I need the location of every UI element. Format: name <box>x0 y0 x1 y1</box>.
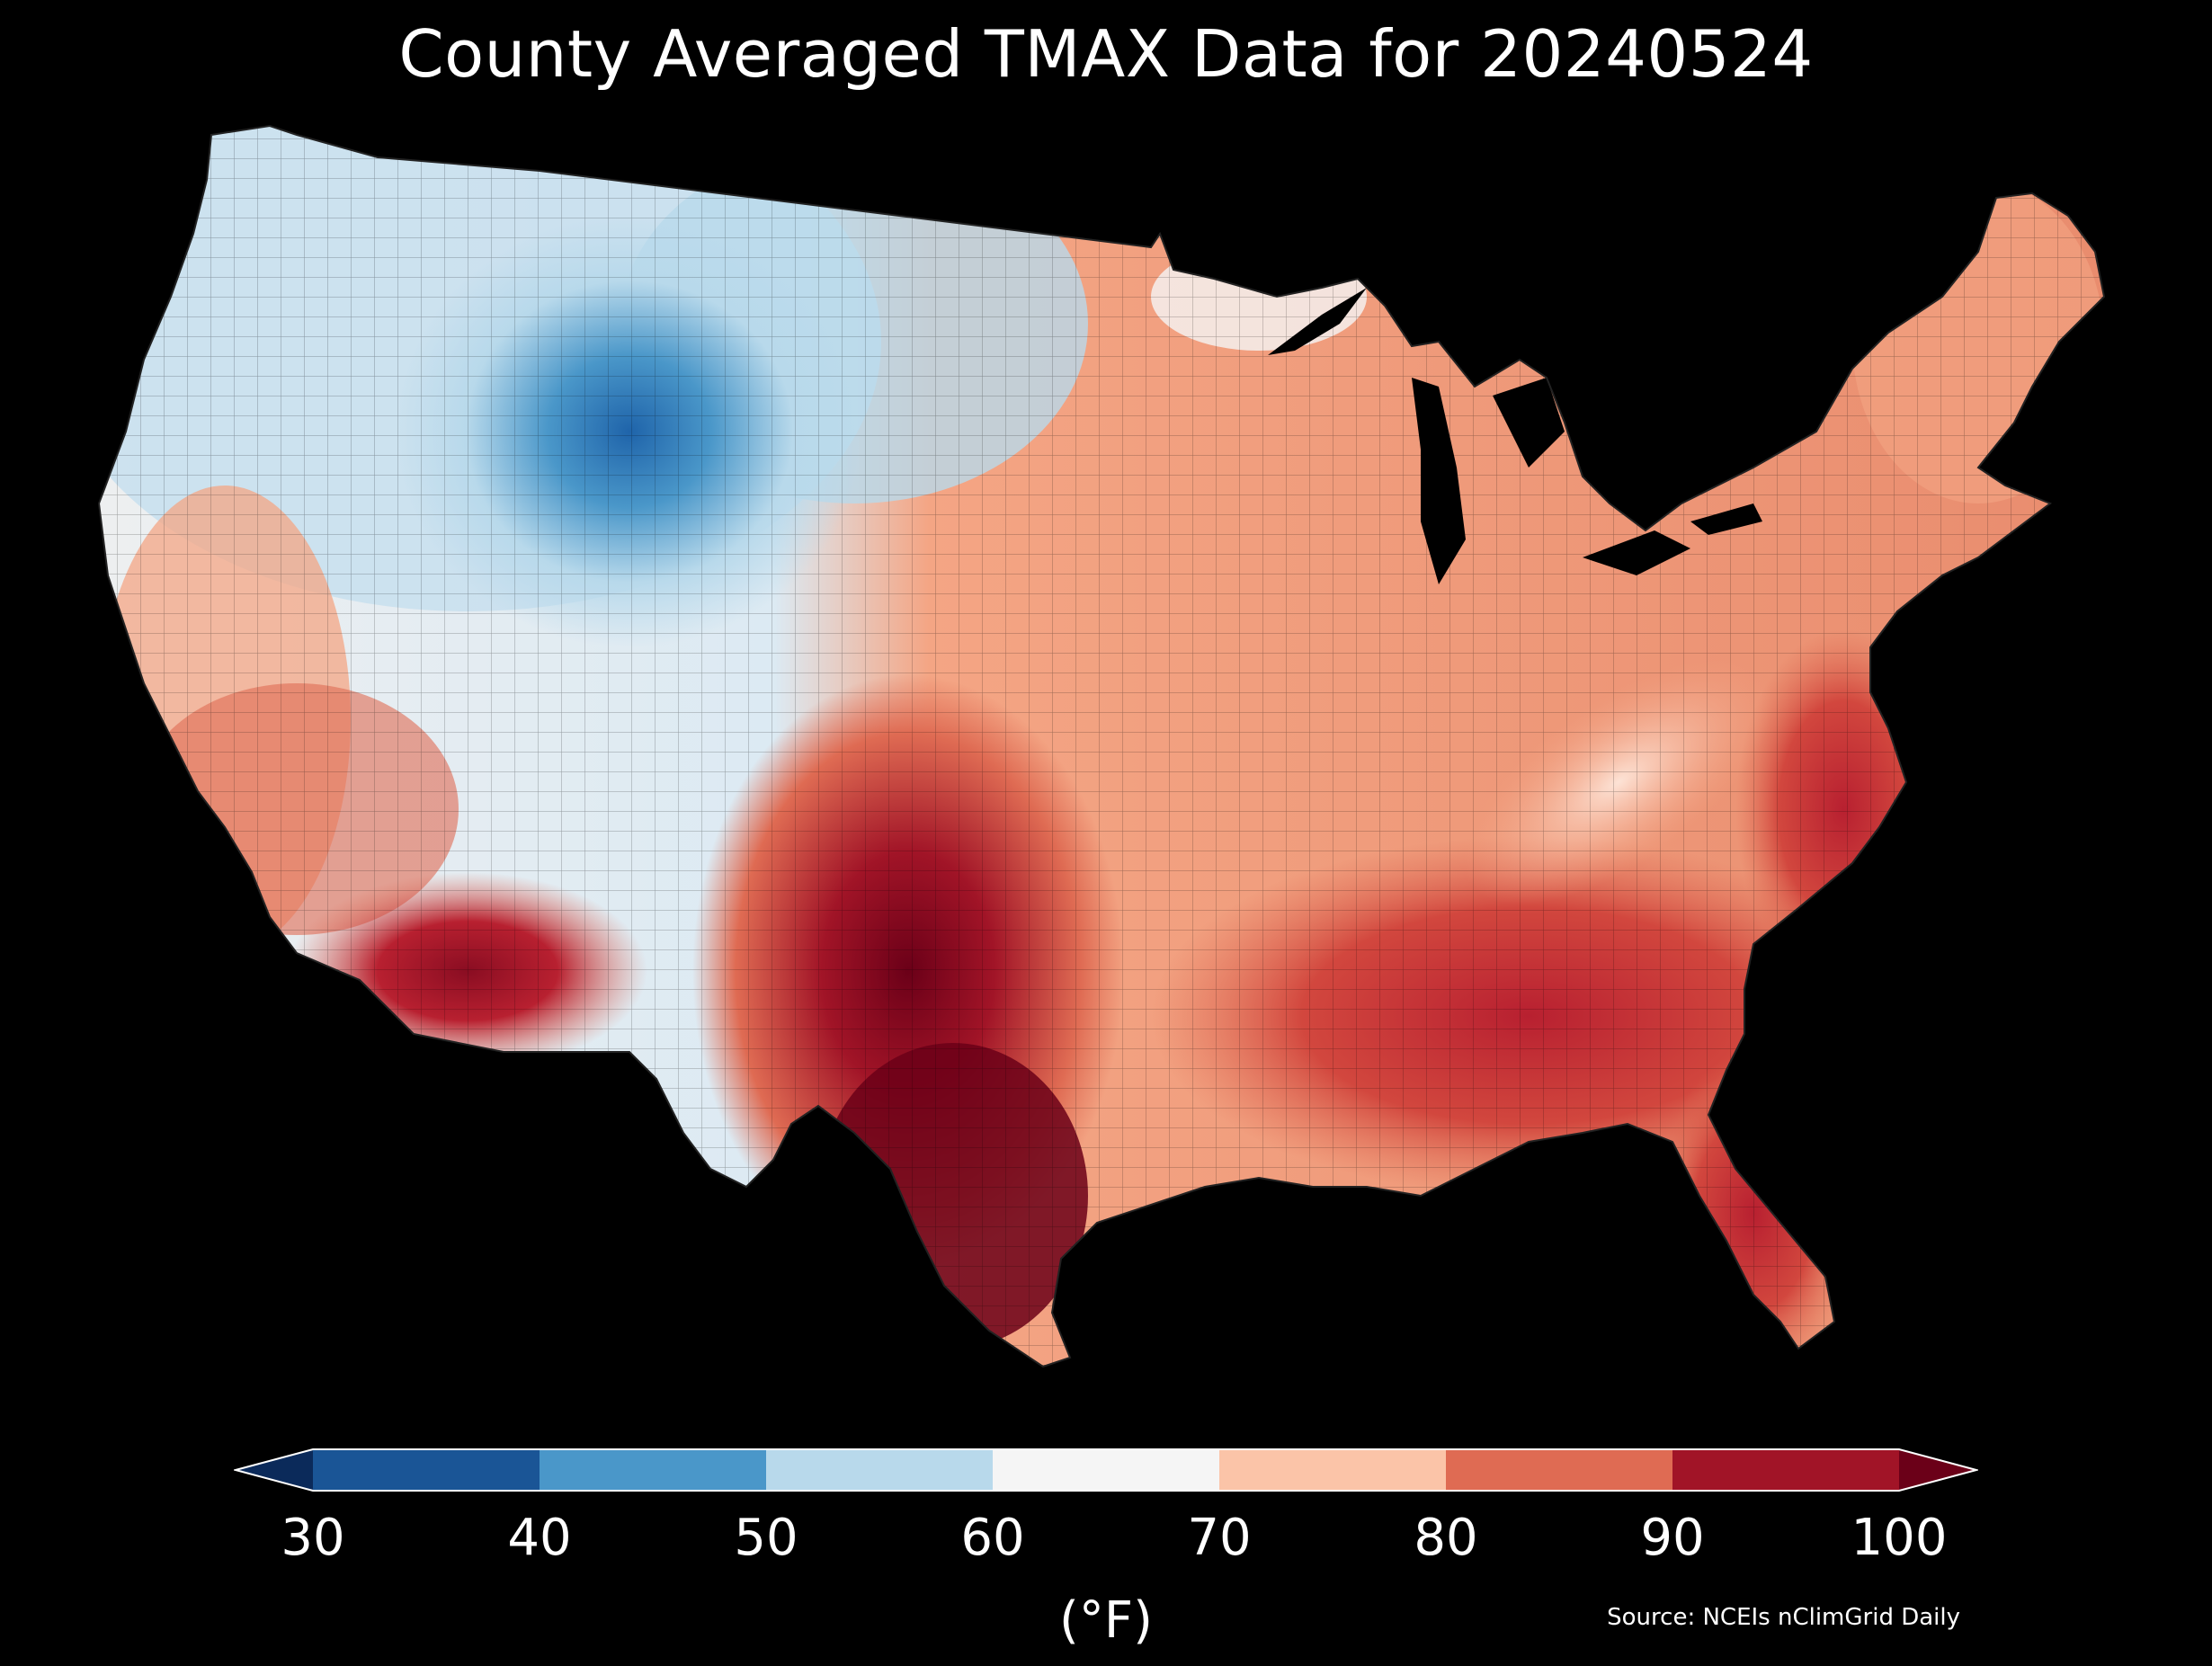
colorbar <box>234 1448 1978 1492</box>
source-credit: Source: NCEIs nClimGrid Daily <box>1607 1604 1960 1631</box>
us-county-map <box>97 124 2106 1368</box>
colorbar-bin-70-80 <box>1219 1449 1446 1491</box>
colorbar-ticks: 30 40 50 60 70 80 90 100 <box>0 1509 2212 1572</box>
colorbar-tick-label: 60 <box>960 1509 1025 1567</box>
colorbar-tick-label: 40 <box>507 1509 572 1567</box>
colorbar-tick-label: 80 <box>1414 1509 1478 1567</box>
colorbar-tick-label: 70 <box>1187 1509 1252 1567</box>
colorbar-tick-label: 100 <box>1851 1509 1948 1567</box>
colorbar-tick-label: 30 <box>281 1509 345 1567</box>
colorbar-tick-label: 90 <box>1640 1509 1705 1567</box>
colorbar-over-extension <box>1899 1449 1976 1491</box>
colorbar-bin-60-70 <box>993 1449 1219 1491</box>
colorbar-unit-label: (°F) <box>1059 1591 1153 1650</box>
colorbar-under-extension <box>236 1449 313 1491</box>
colorbar-bin-50-60 <box>766 1449 993 1491</box>
colorbar-outline <box>234 1448 1978 1492</box>
colorbar-tick-label: 50 <box>734 1509 798 1567</box>
colorbar-bin-30-40 <box>313 1449 540 1491</box>
map-title: County Averaged TMAX Data for 20240524 <box>398 16 1814 92</box>
colorbar-bin-90-100 <box>1672 1449 1899 1491</box>
colorbar-bin-40-50 <box>540 1449 766 1491</box>
colorbar-bin-80-90 <box>1446 1449 1672 1491</box>
